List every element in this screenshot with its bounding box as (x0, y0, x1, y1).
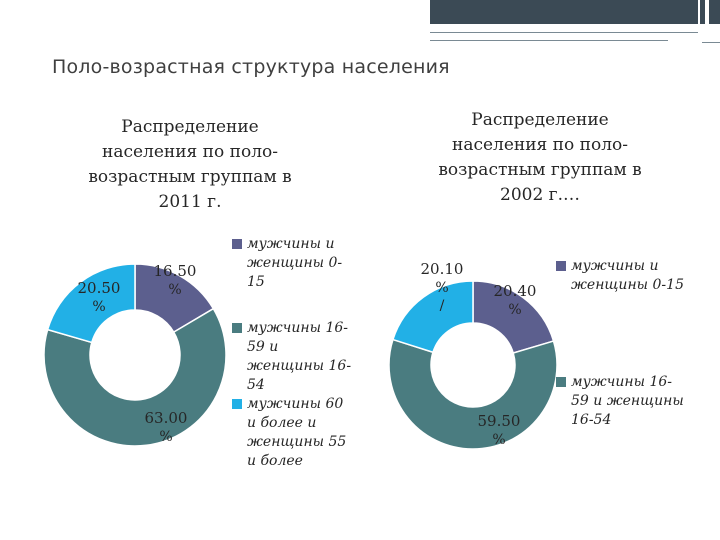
chart-title-line: 2002 г.… (500, 185, 580, 205)
header-decoration-line (430, 32, 698, 33)
legend-entry: мужчины и женщины 0- 15 (232, 235, 372, 292)
legend-label-line: 59 и (247, 339, 279, 355)
chart-title-line: возрастным группам в (88, 167, 292, 187)
legend-swatch-purple (556, 261, 566, 271)
data-label: 16.50% (154, 262, 197, 298)
legend-2002: мужчины и женщины 0-15 мужчины 16- 59 и … (556, 257, 711, 430)
legend-label-line: мужчины 16- (247, 320, 348, 336)
slice-age-working (43, 307, 227, 447)
legend-swatch-cyan (232, 399, 242, 409)
legend-entry: мужчины и женщины 0-15 (556, 257, 711, 295)
legend-2011: мужчины и женщины 0- 15 мужчины 16- 59 и… (232, 235, 372, 471)
legend-label-line: женщины 0-15 (571, 277, 684, 293)
chart-title-line: возрастным группам в (438, 160, 642, 180)
slice-age-working (388, 338, 558, 450)
legend-label-line: женщины 55 (247, 434, 347, 450)
legend-label-line: мужчины 16- (571, 374, 672, 390)
chart-title-line: Распределение (121, 117, 259, 137)
chart-title-line: населения по поло- (101, 142, 278, 162)
legend-entry: мужчины 16- 59 и женщины 16- 54 (232, 319, 372, 395)
chart-title-line: населения по поло- (451, 135, 628, 155)
slice-age-senior (46, 263, 136, 344)
chart-title-line: 2011 г. (158, 192, 222, 212)
header-decoration-bar (430, 0, 698, 24)
legend-label-line: мужчины и (247, 236, 335, 252)
slide-title: Поло-возрастная структура населения (52, 56, 450, 78)
data-label: 20.40% (494, 282, 537, 318)
header-decoration-line (430, 40, 668, 41)
data-label: 63.00% (145, 409, 188, 445)
legend-label-line: мужчины и (571, 258, 659, 274)
legend-swatch-teal (556, 377, 566, 387)
legend-label-line: 16-54 (571, 412, 612, 428)
legend-label-line: 15 (247, 274, 265, 290)
legend-entry: мужчины 60 и более и женщины 55 и более (232, 395, 372, 471)
legend-label-line: 59 и женщины (571, 393, 684, 409)
header-decoration-line (702, 42, 720, 43)
header-decoration-stripe (709, 0, 720, 24)
legend-label-line: женщины 0- (247, 255, 343, 271)
chart-title-line: Распределение (471, 110, 609, 130)
legend-label-line: женщины 16- (247, 358, 352, 374)
data-label: 20.10% / (421, 260, 464, 314)
legend-label-line: и более и (247, 415, 317, 431)
slice-age-0-15 (472, 280, 555, 354)
donut-chart-2002: 20.40 % 59.50 % 20.10% / (388, 260, 558, 450)
donut-chart-2011: 16.50 % 63.00 % 20.50% (43, 262, 227, 447)
slice-age-senior (392, 280, 474, 354)
legend-entry: мужчины 16- 59 и женщины 16-54 (556, 373, 711, 430)
chart-title-2011: Распределение населения по поло- возраст… (40, 115, 340, 215)
legend-label-line: и более (247, 453, 303, 469)
data-label: 59.50% (478, 412, 521, 448)
legend-label-line: 54 (247, 377, 265, 393)
legend-swatch-teal (232, 323, 242, 333)
chart-title-2002: Распределение населения по поло- возраст… (390, 108, 690, 208)
header-decoration-stripe (700, 0, 705, 24)
legend-label-line: мужчины 60 (247, 396, 344, 412)
data-label: 20.50% (78, 279, 121, 315)
legend-swatch-purple (232, 239, 242, 249)
